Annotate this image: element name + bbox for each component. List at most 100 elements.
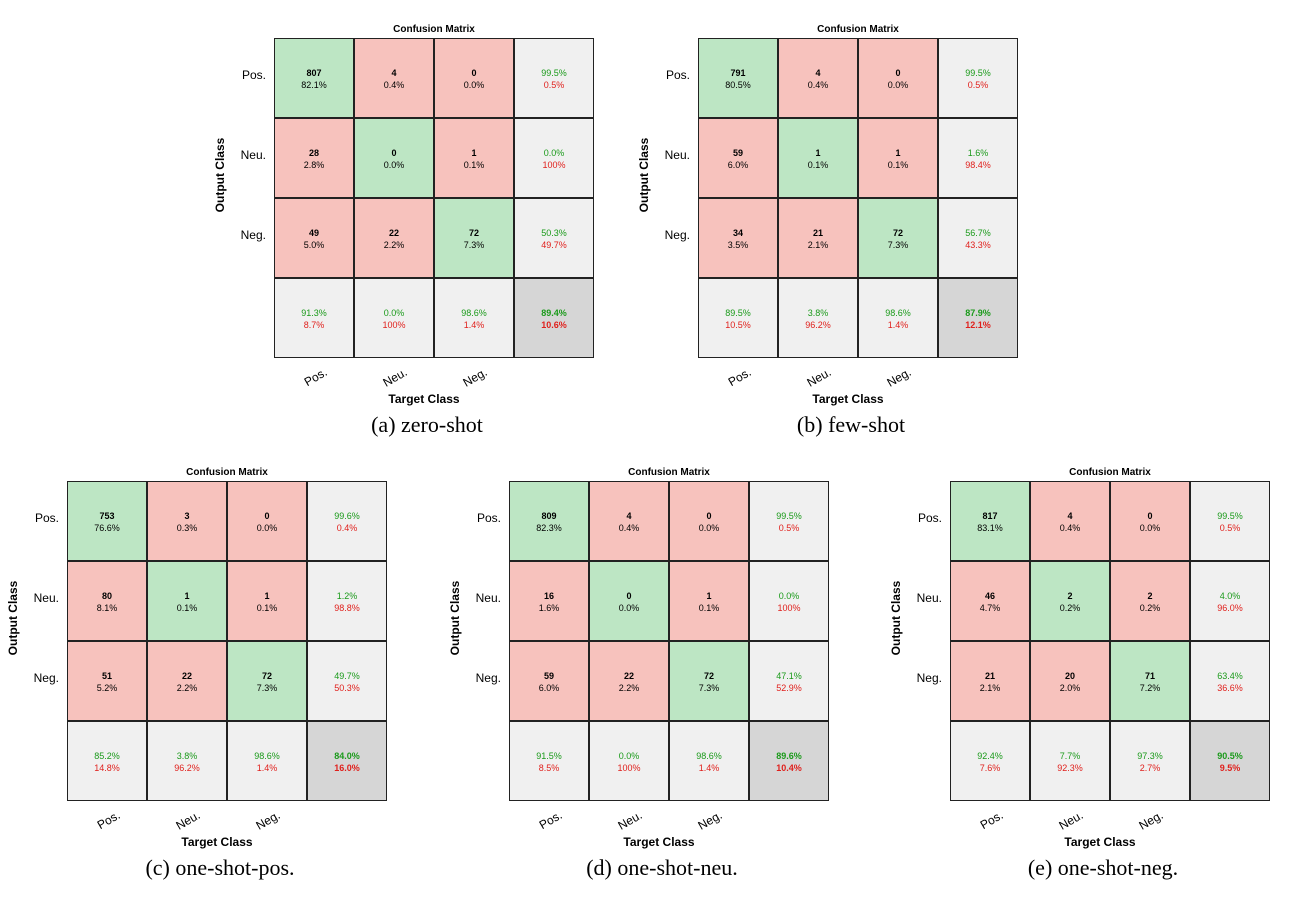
- off-diagonal-cell: 22 2.2%: [589, 641, 669, 721]
- cell-count: 817: [982, 511, 998, 521]
- x-axis-title: Target Class: [181, 835, 253, 849]
- off-diagonal-cell: 20 2.0%: [1030, 641, 1110, 721]
- cell-text: 87.9% 12.1%: [939, 307, 1017, 331]
- diagonal-cell: 0 0.0%: [354, 118, 434, 198]
- correct-percent: 99.5%: [776, 511, 802, 521]
- off-diagonal-cell: 2 0.2%: [1110, 561, 1190, 641]
- error-percent: 1.4%: [887, 320, 909, 330]
- x-tick-label: Pos.: [301, 364, 330, 390]
- chart-title: Confusion Matrix: [393, 24, 475, 35]
- error-percent: 49.7%: [541, 240, 567, 250]
- row-summary-cell: 99.5% 0.5%: [1190, 481, 1270, 561]
- cell-text: 4.0% 96.0%: [1191, 590, 1269, 614]
- off-diagonal-cell: 1 0.1%: [434, 118, 514, 198]
- subfigure-caption: (e) one-shot-neg.: [1027, 855, 1179, 880]
- correct-percent: 7.7%: [1059, 751, 1081, 761]
- column-summary-cell: 89.5% 10.5%: [698, 278, 778, 358]
- off-diagonal-cell: 34 3.5%: [698, 198, 778, 278]
- off-diagonal-cell: 4 0.4%: [589, 481, 669, 561]
- diagonal-cell: 72 7.3%: [858, 198, 938, 278]
- cell-count: 28: [308, 148, 319, 158]
- x-axis-title: Target Class: [812, 392, 884, 406]
- correct-percent: 98.6%: [254, 751, 280, 761]
- error-percent: 2.7%: [1139, 763, 1161, 773]
- column-summary-cell: 3.8% 96.2%: [778, 278, 858, 358]
- cell-percent: 0.4%: [1059, 523, 1081, 533]
- diagonal-cell: 71 7.2%: [1110, 641, 1190, 721]
- correct-percent: 85.2%: [94, 751, 120, 761]
- error-percent: 36.6%: [1217, 683, 1243, 693]
- cell-count: 51: [101, 671, 112, 681]
- cell-percent: 7.3%: [887, 240, 909, 250]
- cell-text: 98.6% 1.4%: [859, 307, 937, 331]
- cell-text: 1 0.1%: [435, 147, 513, 171]
- cell-text: 98.6% 1.4%: [670, 750, 748, 774]
- cell-percent: 3.5%: [727, 240, 749, 250]
- overall-accuracy-cell: 87.9% 12.1%: [938, 278, 1018, 358]
- cell-text: 1.6% 98.4%: [939, 147, 1017, 171]
- cell-text: 50.3% 49.7%: [515, 227, 593, 251]
- cell-text: 791 80.5%: [699, 67, 777, 91]
- y-axis-title: Output Class: [889, 580, 903, 656]
- row-summary-cell: 47.1% 52.9%: [749, 641, 829, 721]
- cell-count: 1: [895, 148, 901, 158]
- column-summary-cell: 97.3% 2.7%: [1110, 721, 1190, 801]
- cell-text: 1 0.1%: [228, 590, 306, 614]
- column-summary-cell: 98.6% 1.4%: [858, 278, 938, 358]
- error-percent: 0.5%: [1219, 523, 1241, 533]
- subfigure-caption: (c) one-shot-pos.: [145, 855, 295, 880]
- correct-percent: 3.8%: [807, 308, 829, 318]
- cell-count: 1: [706, 591, 712, 601]
- matrix-grid: 817 83.1% 4 0.4% 0 0.0% 99.5% 0.5% 46 4.7% 2 0.2% 2 0…: [950, 481, 1270, 801]
- cell-percent: 1.6%: [538, 603, 560, 613]
- cell-count: 809: [541, 511, 557, 521]
- cell-percent: 0.1%: [698, 603, 720, 613]
- correct-percent: 89.6%: [776, 751, 802, 761]
- off-diagonal-cell: 16 1.6%: [509, 561, 589, 641]
- cell-text: 0.0% 100%: [590, 750, 668, 774]
- correct-percent: 98.6%: [885, 308, 911, 318]
- off-diagonal-cell: 49 5.0%: [274, 198, 354, 278]
- error-percent: 14.8%: [94, 763, 120, 773]
- cell-text: 63.4% 36.6%: [1191, 670, 1269, 694]
- row-summary-cell: 99.6% 0.4%: [307, 481, 387, 561]
- correct-percent: 91.5%: [536, 751, 562, 761]
- correct-percent: 99.5%: [965, 68, 991, 78]
- correct-percent: 84.0%: [334, 751, 360, 761]
- cell-text: 99.5% 0.5%: [939, 67, 1017, 91]
- matrix-grid: 809 82.3% 4 0.4% 0 0.0% 99.5% 0.5% 16 1.6% 0 0.0% 1 0…: [509, 481, 829, 801]
- cell-percent: 6.0%: [727, 160, 749, 170]
- cell-percent: 8.1%: [96, 603, 118, 613]
- y-tick-label: Neg.: [916, 671, 942, 685]
- cell-percent: 0.4%: [383, 80, 405, 90]
- cell-count: 807: [306, 68, 322, 78]
- column-summary-cell: 85.2% 14.8%: [67, 721, 147, 801]
- row-summary-cell: 56.7% 43.3%: [938, 198, 1018, 278]
- cell-text: 28 2.8%: [275, 147, 353, 171]
- column-summary-cell: 0.0% 100%: [354, 278, 434, 358]
- cell-text: 3 0.3%: [148, 510, 226, 534]
- row-summary-cell: 49.7% 50.3%: [307, 641, 387, 721]
- matrix-grid: 791 80.5% 4 0.4% 0 0.0% 99.5% 0.5% 59 6.0% 1 0.1% 1 0…: [698, 38, 1018, 358]
- x-tick-label: Pos.: [94, 807, 123, 833]
- cell-text: 0 0.0%: [859, 67, 937, 91]
- diagonal-cell: 72 7.3%: [227, 641, 307, 721]
- column-summary-cell: 3.8% 96.2%: [147, 721, 227, 801]
- cell-text: 51 5.2%: [68, 670, 146, 694]
- y-tick-label: Neu.: [664, 148, 690, 162]
- diagonal-cell: 0 0.0%: [589, 561, 669, 641]
- cell-count: 4: [1067, 511, 1073, 521]
- cell-percent: 0.3%: [176, 523, 198, 533]
- off-diagonal-cell: 0 0.0%: [434, 38, 514, 118]
- cell-percent: 80.5%: [725, 80, 751, 90]
- y-tick-label: Neu.: [33, 591, 59, 605]
- off-diagonal-cell: 4 0.4%: [354, 38, 434, 118]
- cell-percent: 0.4%: [807, 80, 829, 90]
- cell-count: 753: [99, 511, 115, 521]
- cell-text: 56.7% 43.3%: [939, 227, 1017, 251]
- off-diagonal-cell: 0 0.0%: [1110, 481, 1190, 561]
- cell-percent: 0.2%: [1059, 603, 1081, 613]
- correct-percent: 99.5%: [1217, 511, 1243, 521]
- cell-count: 80: [101, 591, 112, 601]
- chart-title: Confusion Matrix: [817, 24, 899, 35]
